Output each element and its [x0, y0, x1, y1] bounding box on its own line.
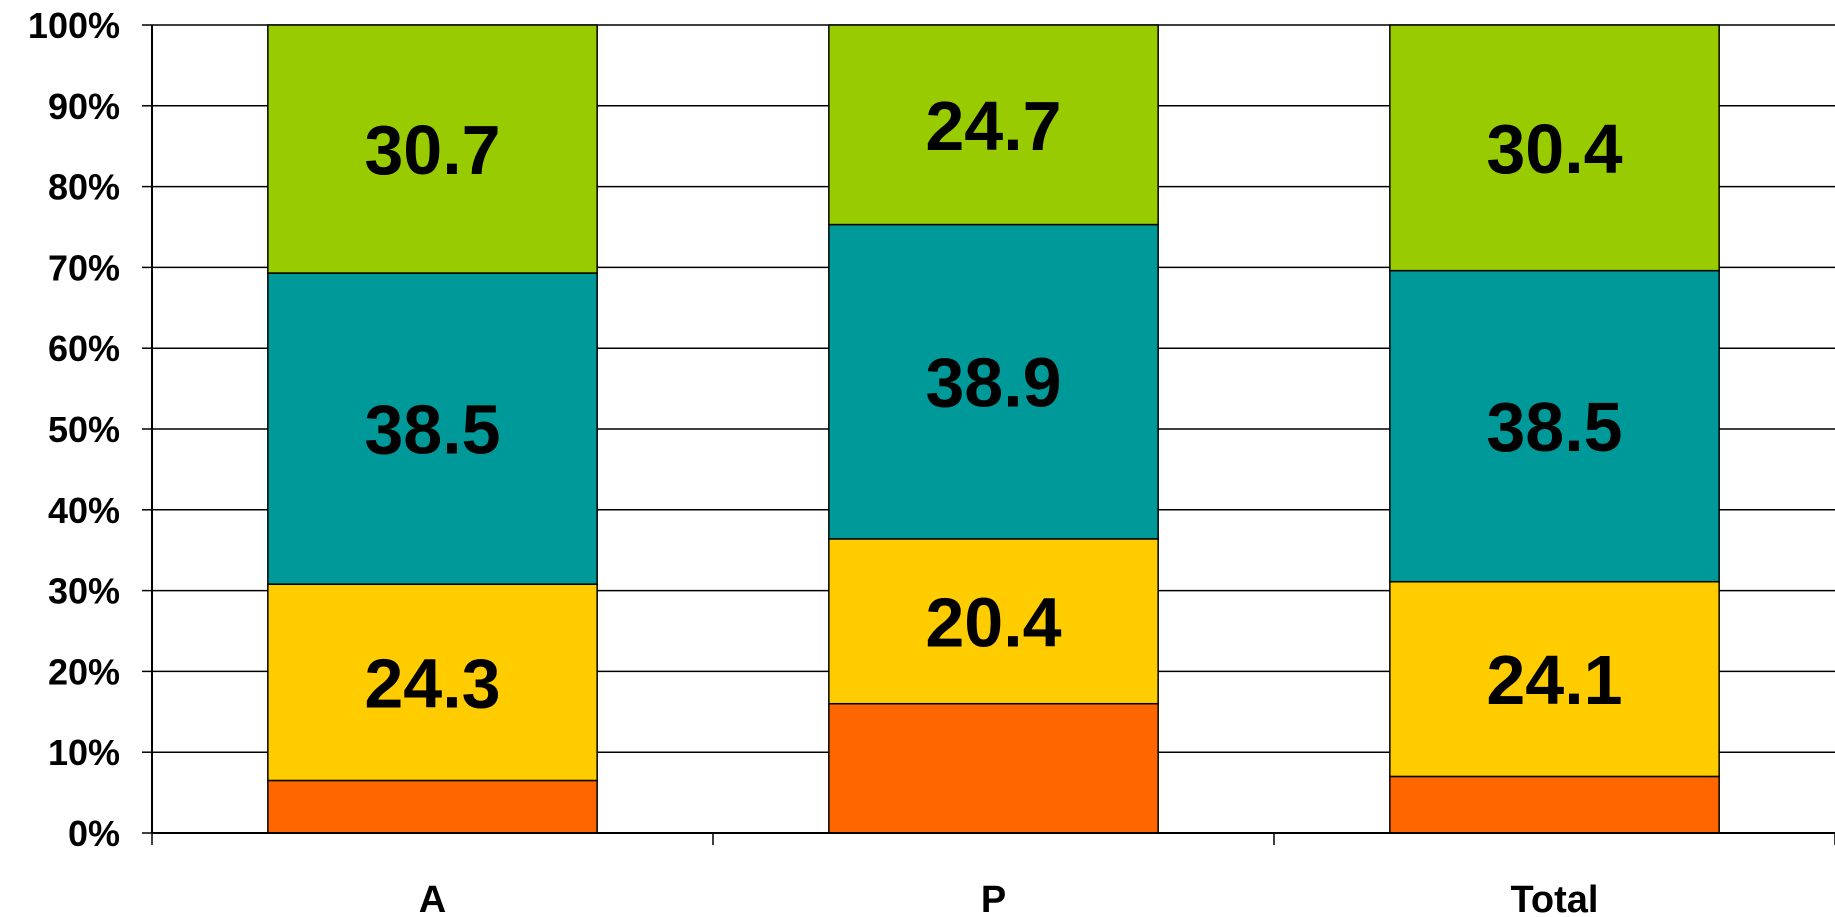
- y-tick-label: 80%: [48, 167, 120, 208]
- bar-segment: [267, 779, 598, 834]
- x-category-label: P: [981, 879, 1006, 917]
- y-tick-label: 60%: [48, 328, 120, 369]
- y-tick-label: 30%: [48, 571, 120, 612]
- axes: [142, 24, 1835, 845]
- bar-segment: [1389, 775, 1720, 834]
- y-tick-label: 10%: [48, 732, 120, 773]
- y-tick-label: 90%: [48, 86, 120, 127]
- y-tick-label: 50%: [48, 409, 120, 450]
- bar-segment: [828, 538, 1159, 705]
- x-category-label: A: [419, 879, 446, 917]
- y-tick-label: 70%: [48, 247, 120, 288]
- x-category-label: Total: [1511, 879, 1599, 917]
- y-tick-label: 100%: [28, 5, 120, 46]
- labels: 0% 10% 20% 30% 40% 50% 60% 70% 80% 90% 100% 24.3 38.…: [28, 5, 1623, 917]
- bars: [267, 24, 1720, 834]
- data-label: 38.5: [1486, 388, 1622, 466]
- y-tick-label: 0%: [68, 813, 120, 854]
- bar-segment: [828, 223, 1159, 540]
- data-label: 24.3: [364, 644, 500, 722]
- data-label: 38.9: [925, 344, 1061, 422]
- data-label: 30.7: [364, 111, 500, 189]
- bar-segment: [267, 24, 598, 274]
- bar-segment: [828, 24, 1159, 226]
- data-label: 20.4: [925, 583, 1061, 661]
- data-label: 30.4: [1486, 110, 1622, 188]
- data-label: 24.1: [1486, 641, 1622, 719]
- y-tick-label: 20%: [48, 651, 120, 692]
- y-tick-label: 40%: [48, 490, 120, 531]
- bar-segment: [1389, 580, 1720, 778]
- bar-segment: [267, 272, 598, 585]
- bar-segment: [267, 583, 598, 782]
- data-label: 38.5: [364, 391, 500, 469]
- bar-segment: [1389, 24, 1720, 272]
- bar-segment: [828, 702, 1159, 834]
- data-label: 24.7: [925, 87, 1061, 165]
